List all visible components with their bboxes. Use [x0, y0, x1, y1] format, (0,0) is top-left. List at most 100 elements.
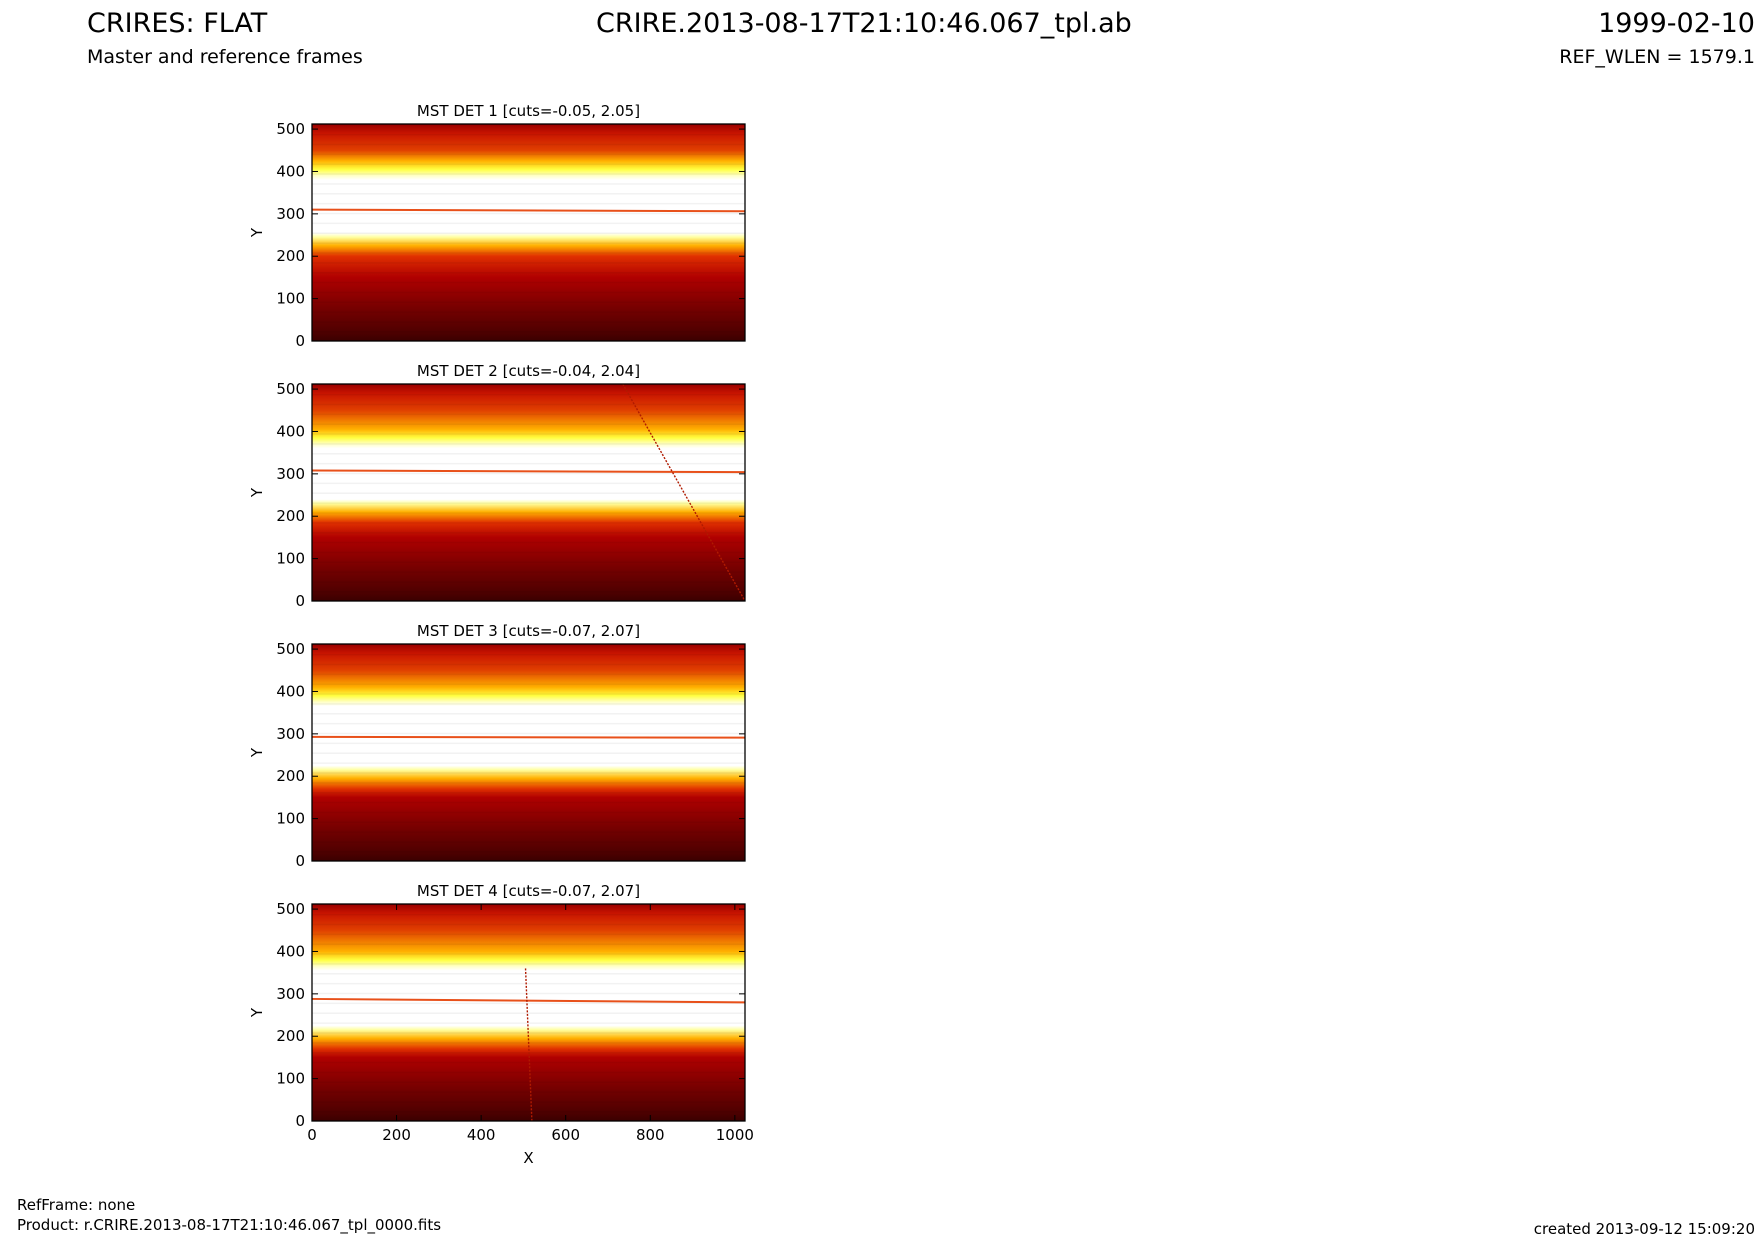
heatmap-row-texture — [312, 462, 745, 465]
y-tick-label: 400 — [276, 942, 305, 960]
heatmap-row-texture — [312, 551, 745, 554]
panel-title: MST DET 2 [cuts=-0.04, 2.04] — [417, 362, 640, 380]
panel-title: MST DET 3 [cuts=-0.07, 2.07] — [417, 622, 640, 640]
plot-frame — [311, 383, 746, 602]
heatmap-row-texture — [312, 762, 745, 764]
heatmap-row-texture — [312, 841, 745, 843]
heatmap-row-texture — [312, 683, 745, 685]
heatmap-row-texture — [312, 143, 745, 146]
y-tick-label: 200 — [276, 767, 305, 785]
diagonal-streak — [524, 968, 533, 1122]
heatmap-row-texture — [312, 512, 745, 514]
report-title: CRIRES: FLAT — [87, 8, 268, 39]
heatmap-row-texture — [312, 291, 745, 294]
x-axis-label: X — [523, 1149, 533, 1167]
y-tick-label: 100 — [276, 290, 305, 308]
refframe-label: RefFrame: none — [17, 1196, 136, 1214]
heatmap-row-texture — [312, 713, 745, 715]
heatmap-image — [312, 124, 745, 341]
heatmap-row-texture — [312, 943, 745, 945]
y-tick-label: 200 — [276, 507, 305, 525]
heatmap-row-texture — [312, 453, 745, 455]
heatmap-row-texture — [312, 722, 745, 725]
y-tick-label: 0 — [295, 852, 305, 870]
heatmap-row-texture — [312, 472, 745, 475]
y-tick-label: 400 — [276, 422, 305, 440]
panel-title: MST DET 4 [cuts=-0.07, 2.07] — [417, 882, 640, 900]
heatmap-row-texture — [312, 502, 745, 504]
heatmap-row-texture — [312, 202, 745, 205]
heatmap-row-texture — [312, 673, 745, 676]
x-tick-label: 1000 — [716, 1126, 754, 1144]
heatmap-row-texture — [312, 653, 745, 656]
heatmap-row-texture — [312, 1071, 745, 1074]
heatmap-row-texture — [312, 522, 745, 524]
heatmap-row-texture — [312, 821, 745, 823]
heatmap-row-texture — [312, 752, 745, 754]
heatmap-row-texture — [312, 242, 745, 244]
x-tick-label: 800 — [636, 1126, 665, 1144]
y-tick-label: 0 — [295, 1112, 305, 1130]
heatmap-row-texture — [312, 124, 745, 126]
heatmap-row-texture — [312, 272, 745, 274]
heatmap-row-texture — [312, 1012, 745, 1014]
heatmap-row-texture — [312, 384, 745, 386]
heatmap-row-texture — [312, 851, 745, 853]
heatmap-row-texture — [312, 811, 745, 814]
y-tick-label: 300 — [276, 465, 305, 483]
heatmap-row-texture — [312, 301, 745, 303]
heatmap-row-texture — [312, 222, 745, 225]
heatmap-row-texture — [312, 193, 745, 195]
x-tick-label: 400 — [467, 1126, 496, 1144]
detector-panel: MST DET 3 [cuts=-0.07, 2.07] 0 100 200 300 40… — [248, 622, 746, 870]
report-subtitle: Master and reference frames — [87, 46, 363, 68]
plot-frame — [311, 643, 746, 862]
heatmap-row-texture — [312, 482, 745, 485]
heatmap-row-texture — [312, 1081, 745, 1083]
template-name: CRIRE.2013-08-17T21:10:46.067_tpl.ab — [596, 8, 1132, 39]
heatmap-row-texture — [312, 532, 745, 534]
diagonal-streak — [622, 383, 746, 602]
y-tick-label: 300 — [276, 205, 305, 223]
y-tick-label: 400 — [276, 682, 305, 700]
heatmap-row-texture — [312, 133, 745, 136]
heatmap-row-texture — [312, 831, 745, 833]
heatmap-row-texture — [312, 163, 745, 165]
heatmap-row-texture — [312, 433, 745, 435]
horizontal-feature-line — [311, 735, 746, 739]
heatmap-row-texture — [312, 644, 745, 646]
heatmap-row-texture — [312, 153, 745, 156]
heatmap-image — [312, 644, 745, 861]
heatmap-row-texture — [312, 923, 745, 926]
y-tick-label: 300 — [276, 985, 305, 1003]
detector-panel: MST DET 4 [cuts=-0.07, 2.07] 0 100 200 300 40… — [248, 882, 754, 1167]
heatmap-row-texture — [312, 252, 745, 254]
heatmap-row-texture — [312, 173, 745, 175]
heatmap-row-texture — [312, 212, 745, 215]
heatmap-row-texture — [312, 331, 745, 333]
y-tick-label: 100 — [276, 1070, 305, 1088]
plot-frame — [311, 123, 746, 342]
heatmap-row-texture — [312, 801, 745, 804]
horizontal-feature-line — [311, 997, 746, 1004]
heatmap-row-texture — [312, 423, 745, 425]
y-tick-label: 500 — [276, 120, 305, 138]
heatmap-row-texture — [312, 541, 745, 544]
heatmap-row-texture — [312, 904, 745, 906]
y-tick-label: 0 — [295, 592, 305, 610]
heatmap-row-texture — [312, 571, 745, 573]
heatmap-row-texture — [312, 1002, 745, 1005]
plot-frame — [311, 903, 746, 1122]
heatmap-row-texture — [312, 492, 745, 494]
heatmap-row-texture — [312, 321, 745, 323]
heatmap-row-texture — [312, 1101, 745, 1103]
x-tick-label: 600 — [551, 1126, 580, 1144]
heatmap-row-texture — [312, 281, 745, 284]
heatmap-row-texture — [312, 782, 745, 784]
heatmap-row-texture — [312, 992, 745, 995]
x-tick-label: 200 — [382, 1126, 411, 1144]
heatmap-row-texture — [312, 772, 745, 774]
heatmap-row-texture — [312, 1111, 745, 1113]
y-tick-label: 500 — [276, 380, 305, 398]
